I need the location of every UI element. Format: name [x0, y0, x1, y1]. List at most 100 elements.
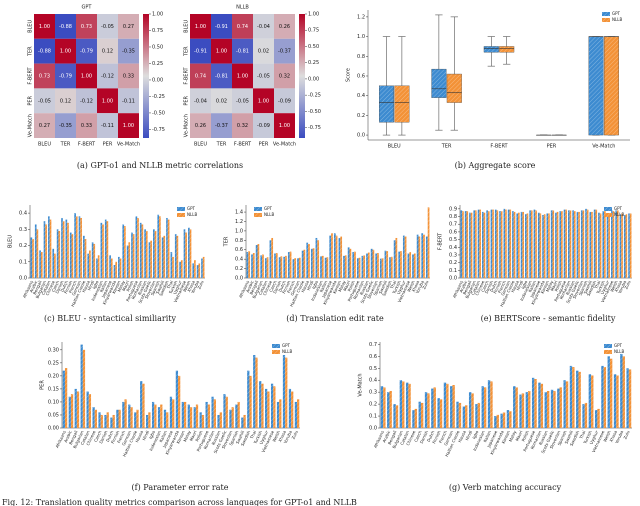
bar	[499, 211, 501, 278]
x-tick-label: Italian	[527, 279, 537, 293]
cell-label: -0.81	[236, 49, 249, 55]
bar	[500, 211, 503, 278]
heatmap-cell	[97, 38, 118, 64]
bar	[148, 412, 151, 428]
x-tick-label: F-BERT	[490, 144, 508, 150]
y-tick-label: 0.0	[449, 276, 457, 282]
heatmap-cell	[34, 88, 55, 114]
bar	[356, 258, 359, 278]
bar	[431, 388, 434, 428]
bar	[144, 229, 146, 278]
bar	[157, 214, 160, 278]
cell-label: 0.02	[216, 98, 227, 104]
bar	[576, 370, 579, 428]
cell-label: -0.79	[80, 49, 93, 55]
bar	[115, 261, 117, 278]
x-tick-label: Hindi	[464, 430, 473, 441]
x-tick-label: Xhosa	[277, 429, 287, 443]
bar	[335, 235, 338, 278]
bar	[423, 234, 425, 278]
bar	[496, 414, 499, 428]
x-tick-label: Thai	[165, 280, 174, 291]
x-tick-label: Czech	[268, 279, 278, 292]
bar	[622, 356, 625, 428]
bar	[483, 387, 487, 428]
bar	[219, 412, 222, 428]
bar	[409, 252, 412, 278]
box	[604, 36, 619, 136]
cell-label: -0.88	[59, 24, 72, 30]
bar	[383, 387, 386, 428]
bar	[563, 209, 566, 278]
bar	[301, 250, 304, 278]
x-tick-label: Danish	[272, 279, 283, 294]
bar	[519, 394, 522, 428]
bar	[58, 230, 61, 278]
box	[394, 85, 410, 123]
x-tick-label: Igbo	[311, 279, 319, 290]
y-tick-label: PER	[28, 95, 34, 105]
x-tick-label: Italian	[319, 279, 329, 293]
box	[483, 46, 499, 53]
bar	[97, 255, 100, 278]
bar	[393, 240, 396, 278]
x-tick-label: Arabic	[245, 280, 255, 294]
cell-label: 0.02	[258, 49, 269, 55]
y-tick-label: 0.7	[449, 222, 457, 228]
bar	[490, 381, 493, 428]
bar	[167, 219, 170, 278]
bar	[572, 367, 575, 428]
legend-swatch	[604, 213, 612, 217]
heatmap-cell	[76, 38, 97, 64]
x-tick-label: Italian	[482, 429, 492, 443]
legend-swatch	[604, 207, 612, 211]
bar	[92, 407, 95, 428]
y-tick-label: 0.4	[19, 211, 27, 217]
bar	[412, 410, 415, 428]
bar	[582, 404, 585, 428]
x-tick-label: Spanish	[372, 279, 383, 296]
bar	[563, 380, 566, 428]
bar	[252, 253, 255, 278]
bar	[546, 390, 550, 428]
y-tick-label: F-BERT	[28, 66, 34, 84]
x-tick-label: Uyghur	[588, 429, 599, 445]
x-tick-label: Yoruba	[614, 429, 625, 445]
bar	[333, 233, 336, 278]
bar	[91, 242, 94, 278]
bar	[552, 210, 555, 278]
bar	[389, 257, 391, 278]
bar	[599, 213, 602, 278]
bar	[110, 258, 113, 278]
bar	[118, 409, 121, 428]
x-tick-label: Maori	[121, 280, 130, 292]
heatmap-cell	[190, 38, 211, 64]
bar	[253, 355, 256, 428]
bar	[154, 404, 157, 428]
x-tick-label: German	[443, 429, 454, 446]
bar	[96, 258, 98, 278]
bar	[503, 208, 506, 278]
bar	[496, 210, 499, 278]
x-tick-label: Thai	[578, 430, 587, 441]
bar	[507, 209, 510, 278]
bar	[126, 245, 129, 278]
bar	[192, 263, 195, 278]
x-tick-label: Maori	[514, 430, 523, 442]
y-tick-label: TER	[184, 46, 190, 57]
x-tick-label: Hindi	[306, 280, 315, 291]
heatmap-title: GPT	[82, 5, 93, 11]
heatmap-cell	[253, 88, 274, 114]
bar	[68, 396, 71, 428]
bar	[471, 393, 474, 428]
bar	[569, 365, 573, 428]
cell-label: -0.05	[38, 98, 51, 104]
bar	[106, 412, 109, 428]
x-tick-label: Hindi	[141, 430, 150, 441]
bar	[122, 224, 125, 278]
bar	[531, 377, 535, 428]
x-tick-label: Swedish	[240, 429, 252, 447]
bar	[594, 410, 598, 428]
cell-label: 0.33	[81, 123, 92, 129]
colorbar-label: 0.50	[308, 44, 319, 50]
